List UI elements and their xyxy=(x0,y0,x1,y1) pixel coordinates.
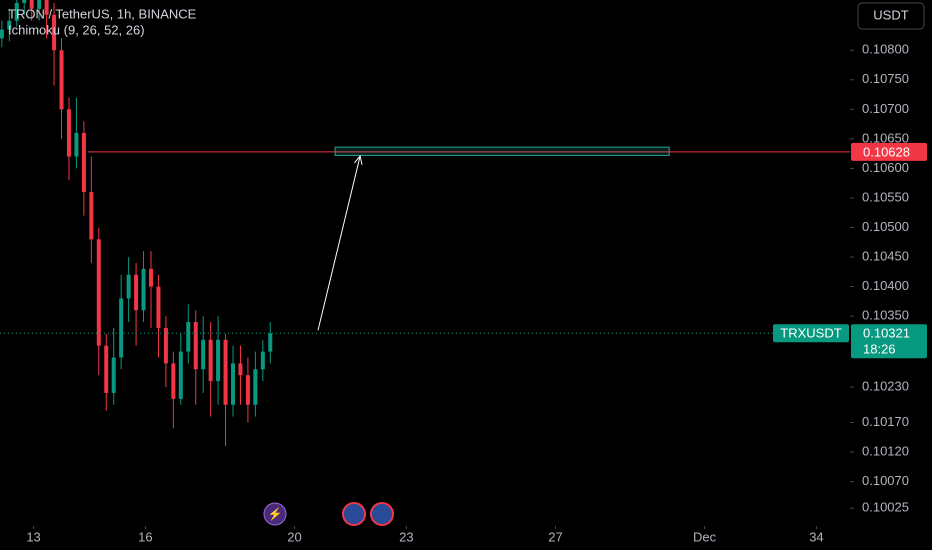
countdown-label: 18:26 xyxy=(863,342,896,357)
candle-body xyxy=(178,351,183,399)
y-tick-label: 0.10700 xyxy=(862,101,909,116)
y-tick-label: 0.10600 xyxy=(862,160,909,175)
event-icon-glyph: ⚡ xyxy=(268,507,283,521)
y-tick-label: 0.10120 xyxy=(862,443,909,458)
candle-body xyxy=(44,0,49,15)
event-icon[interactable] xyxy=(263,502,287,526)
alert-price-label: 0.10628 xyxy=(863,144,910,159)
candle-body xyxy=(14,2,19,21)
symbol-label: TRXUSDT xyxy=(780,326,841,341)
candle-body xyxy=(22,0,27,3)
candle-body xyxy=(216,339,221,382)
symbol-tag xyxy=(773,324,849,343)
chart-title: TRON / TetherUS, 1h, BINANCE xyxy=(8,6,197,21)
y-tick-label: 0.10800 xyxy=(862,42,909,57)
candle-body xyxy=(171,363,176,399)
indicator-label: Ichimoku (9, 26, 52, 26) xyxy=(8,22,145,37)
y-tick-label: 0.10650 xyxy=(862,130,909,145)
candle-body xyxy=(96,239,101,346)
candle-body xyxy=(223,339,228,405)
y-tick-label: 0.10550 xyxy=(862,189,909,204)
candle-body xyxy=(111,357,116,393)
arrow xyxy=(317,155,361,331)
candle-body xyxy=(89,192,94,240)
x-tick-label: Dec xyxy=(693,529,717,544)
target-zone xyxy=(334,146,670,156)
candle-body xyxy=(231,363,236,405)
candle-body xyxy=(126,274,131,299)
x-tick-label: 23 xyxy=(399,529,413,544)
event-icon[interactable] xyxy=(370,502,394,526)
candle-body xyxy=(66,109,71,157)
candle-body xyxy=(7,20,12,30)
candle-body xyxy=(186,322,191,352)
candle-body xyxy=(148,268,153,287)
y-tick-label: 0.10230 xyxy=(862,378,909,393)
y-tick-label: 0.10750 xyxy=(862,71,909,86)
candle-body xyxy=(201,339,206,370)
candle-body xyxy=(0,29,4,39)
candle-body xyxy=(208,339,213,382)
candle-body xyxy=(163,327,168,364)
candle-body xyxy=(253,369,258,405)
candle-body xyxy=(59,50,64,110)
candle-body xyxy=(119,298,124,358)
candle-body xyxy=(193,322,198,370)
x-tick-label: 34 xyxy=(809,529,823,544)
candle-body xyxy=(141,268,146,311)
y-tick-label: 0.10500 xyxy=(862,219,909,234)
candle-body xyxy=(134,274,139,311)
x-tick-label: 13 xyxy=(26,529,40,544)
event-icon[interactable] xyxy=(342,502,366,526)
x-tick-label: 27 xyxy=(548,529,562,544)
candle-body xyxy=(74,132,79,157)
candle-body xyxy=(37,0,42,9)
currency-button[interactable] xyxy=(857,2,925,30)
candle-body xyxy=(245,375,250,405)
candle-body xyxy=(260,351,265,370)
y-tick-label: 0.10350 xyxy=(862,308,909,323)
last-price-label: 0.10321 xyxy=(863,326,910,341)
x-tick-label: 20 xyxy=(287,529,301,544)
candle-body xyxy=(52,14,57,51)
arrow-head xyxy=(354,154,363,165)
alert-price-tag xyxy=(851,142,927,161)
candle-body xyxy=(268,333,273,352)
candle-body xyxy=(238,363,243,376)
y-tick-label: 0.10170 xyxy=(862,414,909,429)
y-tick-label: 0.10025 xyxy=(862,500,909,515)
candle-body xyxy=(156,286,161,328)
currency-button-label[interactable]: USDT xyxy=(873,7,908,22)
last-price-tag xyxy=(851,324,927,359)
x-tick-label: 16 xyxy=(138,529,152,544)
candle-body xyxy=(104,345,109,393)
candle-body xyxy=(81,132,86,193)
candle-body xyxy=(29,0,34,9)
y-tick-label: 0.10400 xyxy=(862,278,909,293)
y-tick-label: 0.10450 xyxy=(862,248,909,263)
y-tick-label: 0.10070 xyxy=(862,473,909,488)
plot-area xyxy=(0,0,850,447)
